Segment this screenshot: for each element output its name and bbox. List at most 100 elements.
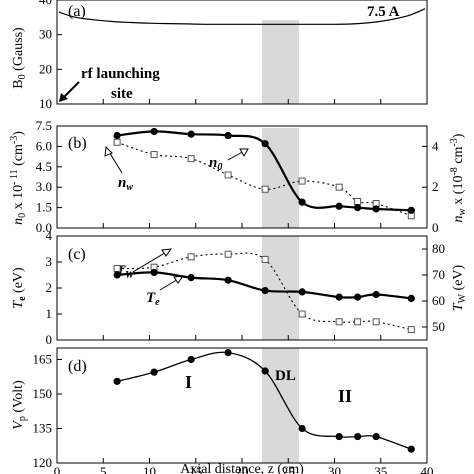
- vp-point: [187, 355, 195, 364]
- n0-point: [354, 204, 362, 212]
- vp-point: [150, 368, 158, 376]
- panel-d-ytick-label-left: 165: [33, 352, 53, 367]
- double-layer-band-a: [262, 20, 299, 104]
- double-layer-band-c: [262, 236, 299, 340]
- double-layer-band-d: [262, 348, 299, 463]
- nw-point: [150, 151, 158, 159]
- te-point: [261, 287, 269, 295]
- n0-point: [113, 131, 121, 140]
- tw-point: [407, 326, 415, 334]
- tw-point: [298, 310, 306, 318]
- launch-arrow: [61, 81, 80, 100]
- x-tick-label: 25: [282, 464, 295, 474]
- panel-c-ytick-label-right: 50: [432, 319, 445, 334]
- panel-d-ytick-label-left: 120: [33, 455, 53, 470]
- panel-b-ytick-label-left: 4.5: [36, 159, 52, 174]
- panel-c-ytick-label-right: 60: [432, 293, 445, 308]
- te-point: [298, 288, 306, 296]
- panel-d-ytick-label-left: 150: [33, 386, 53, 401]
- te-point: [407, 294, 415, 302]
- panel-c-ylabel-right: TW (eV): [451, 264, 468, 311]
- te-curve-label: Te: [146, 290, 160, 308]
- launch-site-label-1: rf launching: [81, 66, 160, 82]
- panel-c-letter: (c): [68, 246, 86, 263]
- n0-point: [407, 206, 415, 214]
- vp-point: [224, 349, 232, 357]
- panel-b-ytick-label-right: 4: [432, 138, 439, 153]
- te-point: [150, 268, 158, 276]
- x-tick-label: 10: [143, 464, 156, 474]
- n0-point: [224, 131, 232, 140]
- chart-marks: 102030400.01.53.04.56.07.502401234506070…: [33, 0, 445, 474]
- panel-c-ylabel-left: Te (eV): [11, 267, 28, 309]
- panel-b-ytick-label-right: 2: [432, 179, 439, 194]
- x-tick-label: 30: [328, 464, 341, 474]
- te-point: [187, 274, 195, 282]
- te-point: [354, 293, 362, 301]
- nw-line: [116, 141, 412, 217]
- nw-arrowhead-icon: [104, 145, 113, 157]
- tw-point: [187, 253, 195, 261]
- panel-b-letter: (b): [68, 135, 87, 152]
- tw-point: [113, 265, 121, 272]
- panel-c-ytick-label-left: 2: [46, 280, 53, 295]
- n0-curve-label: n0: [209, 155, 222, 173]
- tw-point: [372, 318, 380, 326]
- te-point: [113, 271, 121, 279]
- x-tick-label: 35: [374, 464, 387, 474]
- panel-b-ytick-label-right: 0: [432, 220, 439, 235]
- x-tick-label: 15: [189, 464, 202, 474]
- panel-d-ylabel: Vp (Volt): [11, 380, 28, 430]
- region-DL-label: DL: [275, 368, 296, 384]
- panel-a-ytick-label-left: 30: [39, 27, 52, 42]
- nw-point: [335, 183, 343, 191]
- vp-line: [116, 351, 412, 450]
- panel-a-letter: (a): [68, 3, 86, 20]
- panel-c-ytick-label-left: 3: [46, 254, 53, 269]
- tw-point: [335, 318, 343, 326]
- panel-c-ytick-label-right: 80: [432, 241, 445, 256]
- x-tick-label: 20: [236, 464, 249, 474]
- vp-point: [372, 432, 380, 441]
- nw-point: [224, 171, 232, 179]
- b0-field-line: [58, 8, 426, 25]
- te-point: [224, 276, 232, 284]
- region-I-label: I: [185, 372, 192, 392]
- x-tick-label: 5: [100, 464, 107, 474]
- x-axis-label: Axial distance, z (cm): [180, 462, 304, 474]
- panel-b-ytick-label-left: 1.5: [36, 200, 52, 215]
- panel-b-ytick-label-left: 7.5: [36, 118, 52, 133]
- vp-point: [335, 432, 343, 441]
- te-point: [335, 293, 343, 301]
- n0-point: [298, 198, 306, 206]
- vp-point: [261, 367, 269, 375]
- vp-point: [354, 432, 362, 441]
- n0-line: [116, 130, 412, 212]
- panel-c-ytick-label-left: 4: [46, 228, 53, 243]
- tw-point: [354, 318, 362, 326]
- launch-arrowhead-icon: [59, 93, 68, 102]
- tw-point: [261, 255, 269, 263]
- tw-point: [224, 250, 232, 258]
- panel-b-ytick-label-left: 0.0: [36, 220, 52, 235]
- panel-a-ytick-label-left: 10: [39, 96, 52, 111]
- region-II-label: II: [338, 386, 352, 406]
- panel-c-frame: [56, 235, 428, 341]
- n0-point: [335, 202, 343, 210]
- panel-c-ytick-label-left: 1: [46, 306, 53, 321]
- panel-b-ylabel-right: nw x (10-8 cm-3): [449, 133, 468, 222]
- nw-point: [113, 138, 121, 146]
- panel-a-ytick-label-left: 20: [39, 61, 52, 76]
- nw-curve-label: nw: [118, 175, 133, 193]
- vp-point: [407, 445, 415, 453]
- panel-d-ytick-label-left: 135: [33, 421, 53, 436]
- panel-a-ytick-label-left: 40: [39, 0, 52, 7]
- n0-point: [372, 205, 380, 213]
- n0-arrowhead-icon: [239, 148, 249, 158]
- vp-point: [298, 424, 306, 433]
- te-line: [117, 271, 412, 300]
- panel-b-ytick-label-left: 6.0: [36, 138, 52, 153]
- n0-point: [187, 130, 195, 138]
- panel-d-letter: (d): [68, 358, 87, 375]
